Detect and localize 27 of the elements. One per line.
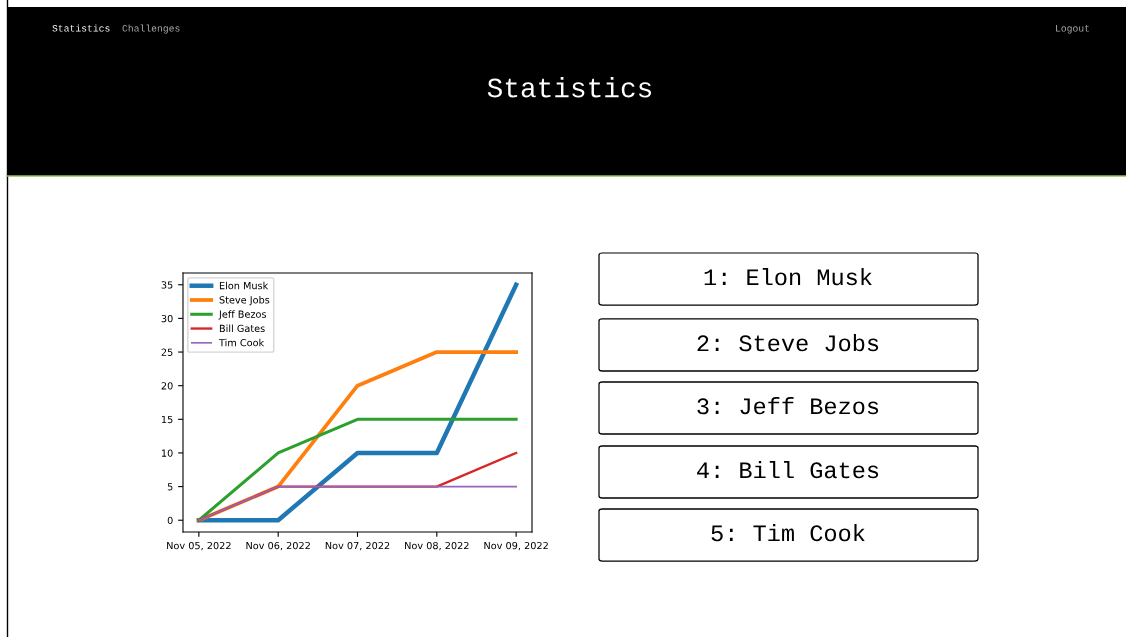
legend-label: Jeff Bezos: [218, 310, 267, 320]
y-tick-label: 30: [161, 314, 173, 323]
text: Statistics: [52, 24, 110, 32]
y-tick-label: 10: [161, 449, 173, 457]
y-tick-label: 35: [161, 281, 173, 289]
text: 3: Jeff Bezos: [697, 396, 879, 415]
y-tick-label: 5: [167, 483, 173, 491]
y-tick-label: 25: [161, 348, 173, 356]
y-tick-label: 15: [161, 415, 173, 424]
y-tick-label: 0: [167, 516, 173, 525]
text: 5: Tim Cook: [711, 523, 865, 542]
text: 4: Bill Gates: [697, 460, 879, 479]
chart-title: Statistics: [487, 77, 652, 98]
x-tick-label: Nov 09, 2022: [484, 541, 548, 551]
legend-label: Tim Cook: [218, 338, 265, 347]
x-tick-label: Nov 05, 2022: [167, 541, 231, 551]
legend-label: Bill Gates: [219, 324, 265, 333]
x-tick-label: Nov 08, 2022: [405, 541, 469, 551]
text: 2: Steve Jobs: [697, 333, 879, 352]
text: 1: Elon Musk: [704, 267, 872, 286]
legend-label: Elon Musk: [219, 281, 269, 290]
legend-label: Steve Jobs: [219, 296, 270, 306]
x-tick-label: Nov 07, 2022: [325, 541, 390, 551]
text: Challenges: [122, 24, 180, 34]
y-tick-label: 20: [161, 382, 173, 390]
text: Logout: [1056, 25, 1089, 34]
x-tick-label: Nov 06, 2022: [246, 541, 310, 551]
